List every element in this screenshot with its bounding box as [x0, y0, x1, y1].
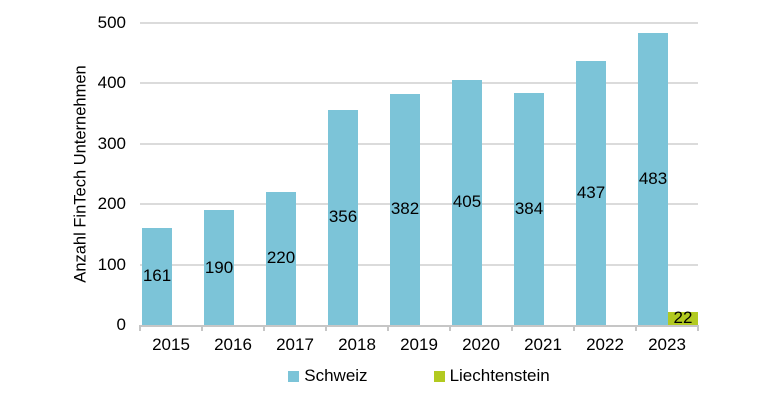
x-tick-mark [635, 325, 637, 331]
bar-value-label: 220 [266, 248, 296, 268]
x-category-label: 2019 [400, 335, 438, 354]
x-tick-mark [263, 325, 265, 331]
bar-schweiz-2023 [638, 32, 668, 325]
x-tick-mark [325, 325, 327, 331]
x-tick-mark [449, 325, 451, 331]
x-tick-mark [511, 325, 513, 331]
bar-value-label: 190 [204, 257, 234, 277]
legend-item-schweiz: Schweiz [288, 366, 368, 385]
gridline [140, 82, 698, 84]
x-tick-mark [387, 325, 389, 331]
y-tick-label: 200 [97, 194, 126, 213]
legend-label: Schweiz [304, 366, 368, 385]
bar-schweiz-2017 [266, 191, 296, 325]
bar-liechtenstein-2023 [668, 311, 698, 325]
legend-swatch-liechtenstein [433, 370, 445, 382]
bar-schweiz-2016 [204, 210, 234, 325]
bar-schweiz-2015 [142, 227, 172, 325]
y-axis-title: Anzahl FinTech Unternehmen [71, 65, 90, 283]
x-category-label: 2016 [214, 335, 252, 354]
legend-swatch-schweiz [288, 370, 300, 382]
legend: Schweiz Liechtenstein [140, 367, 698, 385]
x-category-label: 2021 [524, 335, 562, 354]
bar-value-label: 22 [673, 308, 693, 328]
legend-label: Liechtenstein [449, 366, 550, 385]
bar-value-label: 405 [452, 192, 482, 212]
x-category-label: 2020 [462, 335, 500, 354]
bar-schweiz-2022 [576, 60, 606, 325]
x-tick-mark [139, 325, 141, 331]
x-category-label: 2018 [338, 335, 376, 354]
bar-value-label: 161 [142, 266, 172, 286]
legend-item-liechtenstein: Liechtenstein [433, 366, 550, 385]
gridline [140, 21, 698, 24]
bar-value-label: 384 [514, 198, 544, 218]
bar-value-label: 483 [638, 168, 668, 188]
bar-schweiz-2021 [514, 92, 544, 325]
y-tick-label: 500 [97, 12, 126, 32]
bar-value-label: 356 [328, 207, 358, 227]
x-tick-mark [201, 325, 203, 331]
x-axis-line [140, 325, 698, 327]
x-category-label: 2017 [276, 335, 314, 354]
x-tick-mark [573, 325, 575, 331]
x-category-label: 2023 [648, 335, 686, 354]
x-category-label: 2022 [586, 335, 624, 354]
bar-value-label: 437 [576, 182, 606, 202]
bar-schweiz-2019 [390, 93, 420, 325]
y-tick-label: 0 [116, 315, 126, 334]
bar-value-label: 382 [390, 199, 420, 219]
x-tick-mark [697, 325, 699, 331]
bar-schweiz-2018 [328, 109, 358, 325]
y-tick-label: 300 [97, 133, 126, 153]
y-tick-label: 100 [97, 254, 126, 274]
bar-schweiz-2020 [452, 79, 482, 325]
x-category-label: 2015 [152, 335, 190, 354]
y-tick-label: 400 [97, 73, 126, 92]
